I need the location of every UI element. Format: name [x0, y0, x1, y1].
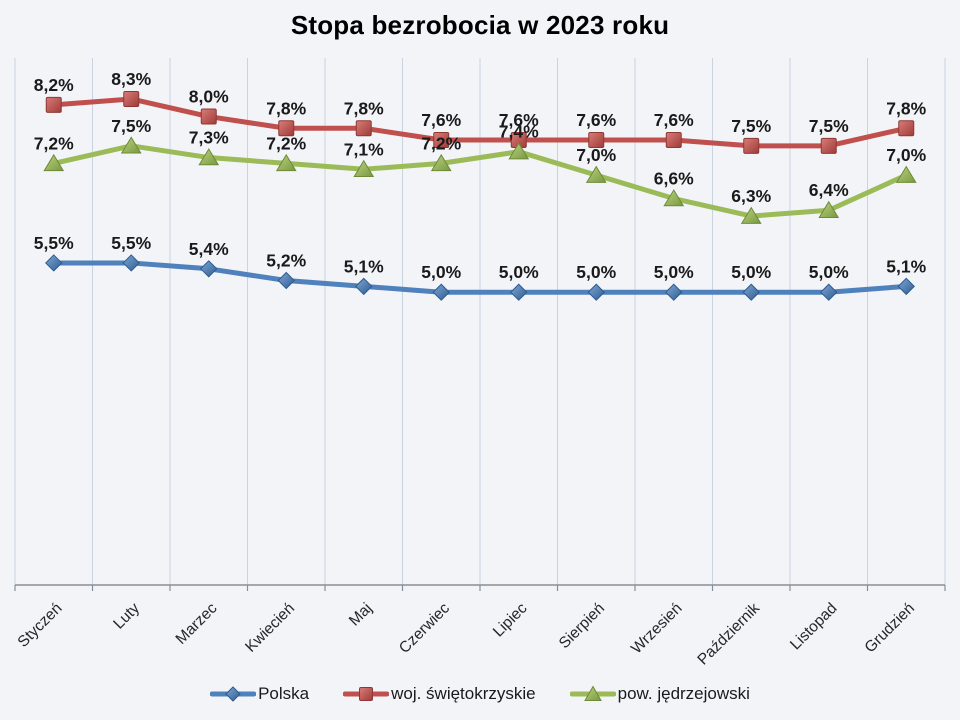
svg-text:7,8%: 7,8%	[266, 98, 306, 118]
svg-text:5,0%: 5,0%	[576, 262, 616, 282]
svg-text:7,2%: 7,2%	[34, 133, 74, 153]
svg-text:Styczeń: Styczeń	[15, 600, 66, 651]
svg-text:6,4%: 6,4%	[809, 180, 849, 200]
svg-text:7,5%: 7,5%	[731, 116, 771, 136]
svg-text:7,3%: 7,3%	[189, 128, 229, 148]
axis-ticks	[14, 585, 946, 591]
svg-text:5,0%: 5,0%	[731, 262, 771, 282]
svg-text:7,6%: 7,6%	[576, 110, 616, 130]
svg-text:8,2%: 8,2%	[34, 75, 74, 95]
data-labels: 5,5% 5,5% 5,4% 5,2% 5,1% 5,0% 5,0% 5,0% 5,0% 5,0%…	[34, 69, 927, 282]
svg-text:7,8%: 7,8%	[886, 98, 926, 118]
svg-text:6,6%: 6,6%	[654, 169, 694, 189]
svg-text:5,0%: 5,0%	[654, 262, 694, 282]
svg-text:Marzec: Marzec	[173, 600, 221, 648]
legend-item-powiat: pow. jędrzejowski	[569, 684, 750, 704]
chart-legend: Polska woj. świętokrzyskie pow. jędrzejows…	[0, 684, 960, 704]
svg-text:Wrzesień: Wrzesień	[628, 600, 686, 658]
svg-text:7,6%: 7,6%	[499, 110, 539, 130]
svg-text:7,0%: 7,0%	[576, 145, 616, 165]
legend-label: Polska	[258, 684, 310, 703]
square-legend-marker-icon	[343, 687, 390, 701]
svg-text:5,0%: 5,0%	[421, 262, 461, 282]
legend-label: pow. jędrzejowski	[617, 684, 750, 703]
svg-text:Sierpień: Sierpień	[556, 600, 608, 652]
svg-text:5,0%: 5,0%	[499, 262, 539, 282]
svg-text:5,5%: 5,5%	[111, 233, 151, 253]
legend-item-wojewodztwo: woj. świętokrzyskie	[343, 684, 536, 704]
legend-label: woj. świętokrzyskie	[391, 684, 536, 703]
svg-text:7,2%: 7,2%	[266, 133, 306, 153]
svg-text:Grudzień: Grudzień	[862, 600, 919, 657]
svg-text:7,2%: 7,2%	[421, 133, 461, 153]
svg-text:7,6%: 7,6%	[421, 110, 461, 130]
series-powiat	[43, 136, 917, 224]
svg-text:7,0%: 7,0%	[886, 145, 926, 165]
svg-text:8,3%: 8,3%	[111, 69, 151, 89]
svg-text:Lipiec: Lipiec	[490, 600, 531, 641]
x-axis-labels: Styczeń Luty Marzec Kwiecień Maj Czerwiec Lipi…	[15, 600, 919, 669]
svg-text:5,2%: 5,2%	[266, 251, 306, 271]
svg-text:Październik: Październik	[694, 600, 763, 669]
svg-text:Czerwiec: Czerwiec	[396, 600, 453, 657]
triangle-legend-marker-icon	[569, 685, 616, 701]
chart-title: Stopa bezrobocia w 2023 roku	[290, 10, 670, 40]
svg-text:Luty: Luty	[110, 600, 143, 633]
svg-text:7,1%: 7,1%	[344, 139, 384, 159]
svg-text:Listopad: Listopad	[787, 600, 840, 653]
gridlines	[14, 58, 946, 585]
svg-text:5,0%: 5,0%	[809, 262, 849, 282]
svg-text:7,8%: 7,8%	[344, 98, 384, 118]
svg-text:5,1%: 5,1%	[886, 256, 926, 276]
legend-item-polska: Polska	[210, 684, 309, 704]
svg-text:8,0%: 8,0%	[189, 87, 229, 107]
svg-text:5,4%: 5,4%	[189, 239, 229, 259]
svg-text:7,6%: 7,6%	[654, 110, 694, 130]
svg-text:7,4%: 7,4%	[499, 122, 539, 142]
svg-text:6,3%: 6,3%	[731, 186, 771, 206]
series-wojewodztwo	[45, 90, 915, 154]
series-polska	[45, 254, 915, 301]
diamond-legend-marker-icon	[210, 686, 257, 702]
svg-text:Maj: Maj	[346, 600, 376, 630]
svg-text:Kwiecień: Kwiecień	[242, 600, 298, 656]
svg-text:5,5%: 5,5%	[34, 233, 74, 253]
svg-text:7,5%: 7,5%	[111, 116, 151, 136]
svg-text:5,1%: 5,1%	[344, 256, 384, 276]
svg-text:7,5%: 7,5%	[809, 116, 849, 136]
